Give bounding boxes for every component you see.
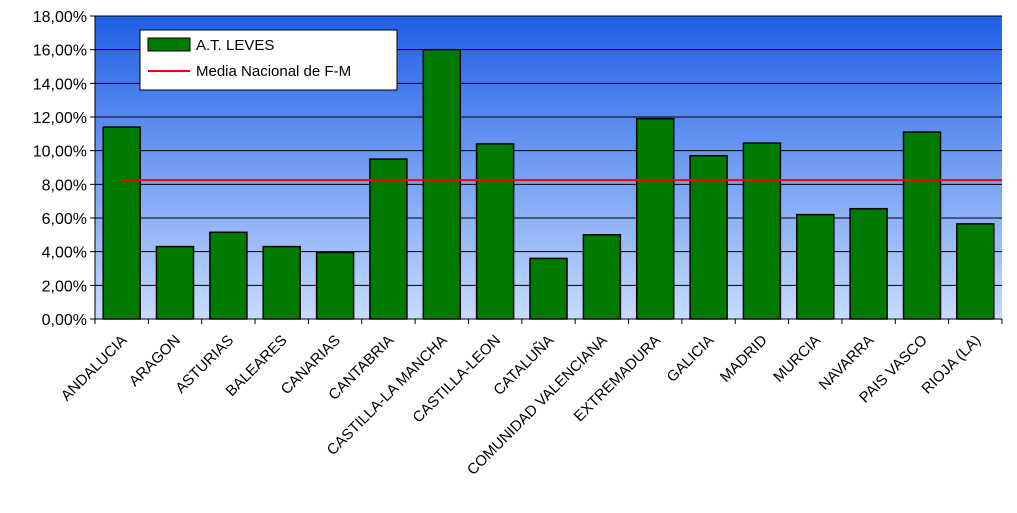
y-tick-label: 4,00% bbox=[42, 245, 87, 262]
bar-galicia bbox=[689, 154, 728, 320]
bar-andalucia bbox=[102, 126, 141, 320]
y-tick-label: 12,00% bbox=[33, 110, 87, 127]
y-tick-label: 2,00% bbox=[42, 278, 87, 295]
bar-baleares bbox=[262, 245, 301, 320]
y-tick-label: 16,00% bbox=[33, 43, 87, 60]
bar-cantabria bbox=[369, 158, 408, 320]
legend-swatch-bars bbox=[147, 37, 191, 52]
bar-castilla-la-mancha bbox=[422, 48, 462, 320]
y-tick-label: 0,00% bbox=[42, 312, 87, 329]
y-axis-labels: 0,00% 2,00% 4,00% 6,00% 8,00% 10,00% 12,00% 14,… bbox=[33, 9, 87, 329]
bar-cataluña bbox=[529, 257, 568, 320]
legend-label-line: Media Nacional de F-M bbox=[196, 63, 351, 80]
x-tick-label: ANDALUCIA bbox=[58, 332, 131, 405]
legend: A.T. LEVES Media Nacional de F-M bbox=[139, 29, 398, 91]
y-tick-label: 18,00% bbox=[33, 9, 87, 26]
x-tick-label: GALICIA bbox=[664, 332, 718, 386]
bar-navarra bbox=[849, 207, 888, 320]
x-tick-label: MURCIA bbox=[770, 332, 824, 386]
bar-aragon bbox=[155, 245, 195, 320]
axes bbox=[94, 16, 1003, 324]
bar-murcia bbox=[796, 213, 835, 320]
bar-pais-vasco bbox=[902, 131, 942, 320]
x-axis-labels: ANDALUCIAARAGONASTURIASBALEARESCANARIASC… bbox=[58, 332, 984, 479]
bar-castilla-leon bbox=[475, 143, 515, 320]
y-tick-label: 6,00% bbox=[42, 211, 87, 228]
y-tick-label: 14,00% bbox=[33, 76, 87, 93]
bar-canarias bbox=[315, 251, 355, 320]
y-tick-label: 10,00% bbox=[33, 144, 87, 161]
x-tick-label: MADRID bbox=[717, 332, 771, 386]
bar-asturias bbox=[209, 231, 248, 320]
bar-rioja-la- bbox=[956, 223, 995, 320]
bar-madrid bbox=[742, 142, 782, 320]
bar-series bbox=[102, 48, 995, 320]
bar-comunidad-valenciana bbox=[582, 234, 622, 320]
y-tick-label: 8,00% bbox=[42, 177, 87, 194]
bar-extremadura bbox=[635, 117, 675, 320]
legend-label-bars: A.T. LEVES bbox=[196, 37, 274, 54]
